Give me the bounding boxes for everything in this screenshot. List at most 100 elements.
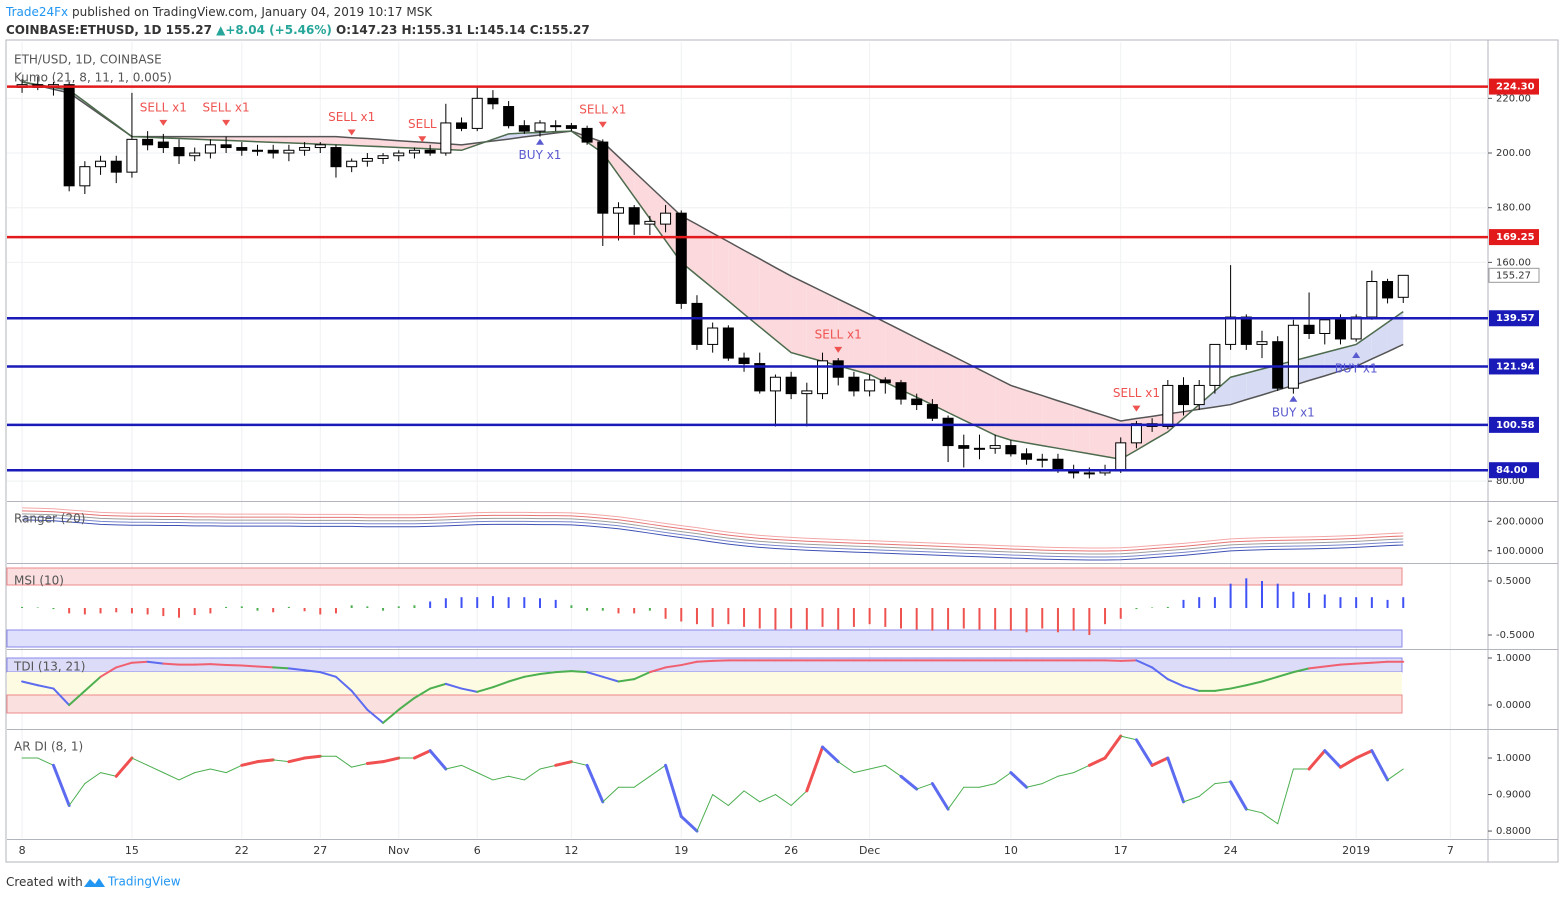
indicator-segment <box>162 662 181 666</box>
level-tag <box>1489 462 1539 479</box>
pane-title: ETH/USD, 1D, COINBASE <box>14 53 162 67</box>
x-tick-label: 19 <box>674 844 688 857</box>
candle-body <box>95 160 107 168</box>
indicator-segment <box>790 790 808 806</box>
indicator-segment <box>1229 684 1248 690</box>
indicator-segment <box>99 666 118 678</box>
x-tick-label: 22 <box>235 844 249 857</box>
indicator-segment <box>83 675 102 692</box>
logo <box>84 878 105 887</box>
indicator-segment <box>476 686 494 693</box>
indicator-segment <box>648 666 667 674</box>
level-tag <box>1489 416 1539 433</box>
candle-body <box>738 357 750 365</box>
candle-body <box>864 379 876 392</box>
change: +8.04 (+5.46%) <box>225 23 332 37</box>
indicator-segment <box>444 682 463 690</box>
y-tick-label: 1.0000 <box>1496 653 1531 664</box>
candle-body <box>942 417 954 447</box>
candle-body <box>691 302 703 345</box>
indicator-segment <box>1103 734 1123 760</box>
indicator-segment <box>837 761 855 774</box>
cloud <box>869 314 886 383</box>
indicator-segment <box>696 794 714 832</box>
cloud <box>304 136 321 145</box>
y-tick-label: 0.5000 <box>1496 576 1531 587</box>
indicator-segment <box>240 760 259 767</box>
indicator-segment <box>1323 663 1342 668</box>
indicator-segment <box>884 764 902 777</box>
author[interactable]: Trade24Fx <box>5 5 68 19</box>
x-tick-label: 17 <box>1114 844 1128 857</box>
x-tick-label: 6 <box>474 844 481 857</box>
candle-body <box>1083 472 1095 475</box>
candle-body <box>1366 281 1378 318</box>
indicator-segment <box>382 708 400 724</box>
candle-body <box>1052 458 1064 471</box>
indicator-segment <box>759 794 776 803</box>
indicator-segment <box>1009 771 1029 789</box>
indicator-segment <box>523 768 541 781</box>
candle-body <box>1225 316 1237 345</box>
indicator-segment <box>649 764 667 777</box>
pane-title: AR DI (8, 1) <box>14 740 83 754</box>
indicator-segment <box>554 670 573 674</box>
indicator-segment <box>1261 812 1279 825</box>
indicator-segment <box>335 755 353 768</box>
tdi-band <box>6 694 1403 714</box>
candle-body <box>393 152 405 157</box>
candle-body <box>675 212 687 304</box>
indicator-segment <box>100 772 117 777</box>
indicator-segment <box>853 768 871 774</box>
candle-body <box>832 360 844 378</box>
cloud <box>1089 410 1106 457</box>
indicator-segment <box>366 708 385 724</box>
candle-body <box>503 106 515 127</box>
y-tick-label: 180.00 <box>1496 203 1531 214</box>
cloud <box>257 136 274 143</box>
indicator-segment <box>633 775 651 788</box>
indicator-segment <box>303 669 322 674</box>
candle-body <box>628 207 640 225</box>
cloud <box>696 224 713 289</box>
indicator-segment <box>36 684 55 690</box>
candle-body <box>879 379 891 384</box>
indicator-segment <box>492 775 510 781</box>
ohlc: O:147.23 H:155.31 L:145.14 C:155.27 <box>336 23 590 37</box>
indicator-segment <box>130 660 149 664</box>
symbol: COINBASE:ETHUSD, 1D <box>6 23 161 37</box>
candle-body <box>895 382 907 400</box>
indicator-segment <box>586 671 604 678</box>
candle-body <box>848 376 860 392</box>
x-tick-label: 24 <box>1224 844 1238 857</box>
indicator-segment <box>68 689 86 707</box>
indicator-segment <box>743 790 761 803</box>
indicator-segment <box>570 670 589 674</box>
level-label: 84.00 <box>1496 465 1528 476</box>
brand[interactable]: TradingView <box>107 875 181 889</box>
indicator-segment <box>461 764 478 774</box>
signal-label: BUY x1 <box>1272 405 1315 419</box>
last-price-tag <box>1488 267 1540 283</box>
x-tick-label: 26 <box>784 844 798 857</box>
indicator-segment <box>303 754 322 760</box>
indicator-segment <box>476 772 494 781</box>
indicator-segment <box>1183 795 1200 803</box>
candle-body <box>785 376 797 395</box>
indicator-segment <box>52 687 71 707</box>
signal-arrow <box>1289 395 1298 402</box>
candle-body <box>612 207 624 214</box>
indicator-segment <box>397 696 416 711</box>
indicator-segment <box>1260 675 1279 683</box>
indicator-segment <box>507 675 526 683</box>
candle-body <box>1021 453 1033 460</box>
indicator-segment <box>947 786 965 810</box>
candle-body <box>1115 442 1127 471</box>
y-tick-label: 100.0000 <box>1496 546 1544 557</box>
x-tick-label: Nov <box>388 844 410 857</box>
y-tick-label: 80.00 <box>1496 476 1525 487</box>
cloud <box>1042 395 1058 449</box>
indicator-segment <box>413 687 432 699</box>
cloud <box>1214 377 1231 408</box>
candle-body <box>597 141 609 214</box>
